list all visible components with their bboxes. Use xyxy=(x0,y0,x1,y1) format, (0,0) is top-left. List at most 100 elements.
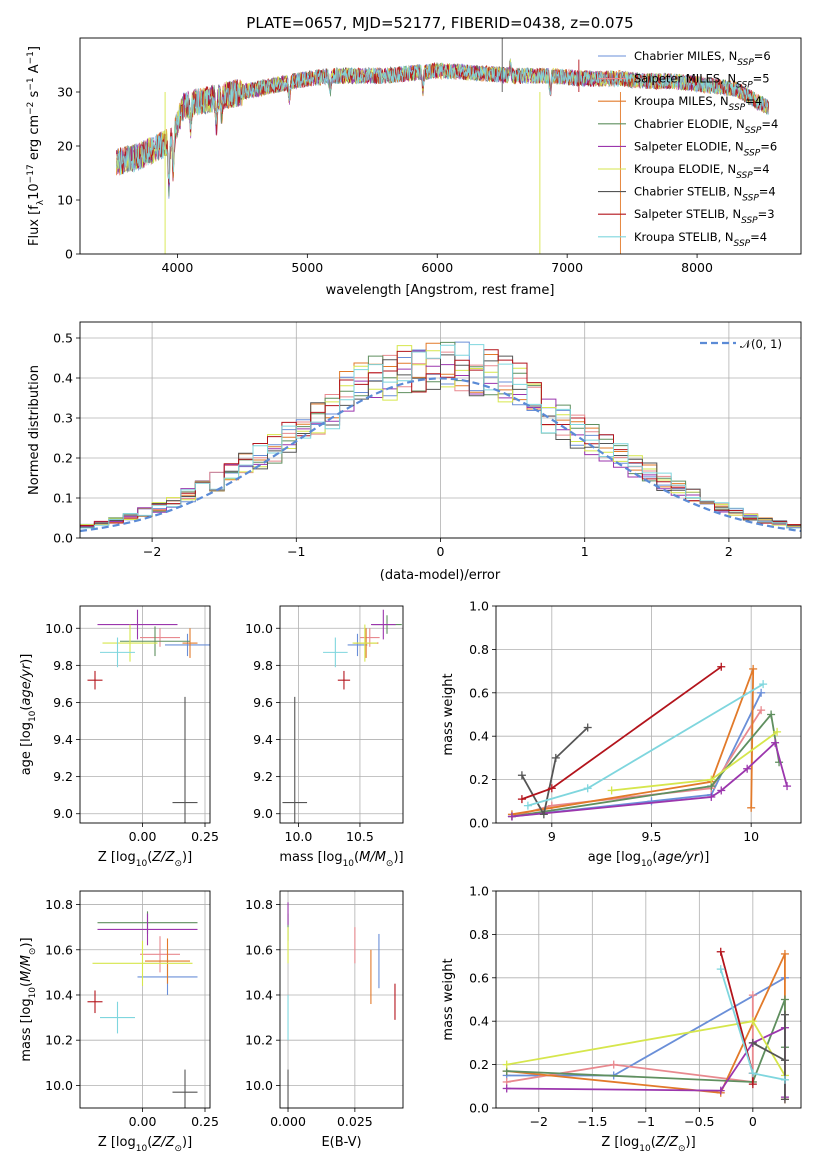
x-tick-label: 7000 xyxy=(551,260,583,275)
marker-plus xyxy=(780,995,789,1004)
plot-area-mass_vs_EBV xyxy=(287,902,396,1108)
marker-plus xyxy=(748,991,757,1000)
panel-residuals: −2 −1 0 1 2 0.0 0.1 0.2 0.3 0.4 0.5 (data-model)/er… xyxy=(27,321,802,583)
point-salpeter-miles xyxy=(140,936,180,973)
plot-area-age_vs_Z xyxy=(87,609,210,823)
marker-plus xyxy=(716,965,725,974)
x-tick-label: 0 xyxy=(749,1114,757,1129)
y-tick-label: 0.4 xyxy=(53,371,73,386)
point-kroupa-elodie xyxy=(352,624,378,662)
x-tick-label: −1 xyxy=(637,1114,655,1129)
y-tick-label: 10.2 xyxy=(45,1033,73,1048)
y-tick-label: 0.6 xyxy=(469,685,489,700)
x-tick-label: −1 xyxy=(287,544,305,559)
x-axis-label: (data-model)/error xyxy=(380,568,501,583)
axes-frame xyxy=(495,890,802,1109)
label-part: ⊙ xyxy=(174,1144,182,1154)
label-part: −1 xyxy=(26,77,36,90)
point-salpeter-miles xyxy=(140,628,180,647)
label-part: Chabrier STELIB, N xyxy=(634,185,742,199)
y-tick-label: 10.0 xyxy=(245,1078,273,1093)
x-tick-label: 5000 xyxy=(291,260,323,275)
y-tick-label: 9.0 xyxy=(253,806,273,821)
weight-line-chabrier-stelib xyxy=(521,726,589,817)
point-kroupa-elodie xyxy=(102,624,158,662)
marker-plus xyxy=(780,1056,789,1065)
label-part: −17 xyxy=(26,164,36,183)
y-axis-label: Flux [fλ10−17 erg cm−2 s−1 A−1] xyxy=(26,46,46,246)
y-tick-label: 10 xyxy=(57,193,73,208)
point-salpeter-stelib xyxy=(87,670,103,690)
label-part: 10 xyxy=(136,859,148,869)
marker-plus xyxy=(748,1069,757,1078)
label-part: mass [log xyxy=(19,998,34,1061)
label-part: ( xyxy=(19,982,34,987)
point-salpeter-elodie xyxy=(97,609,178,640)
marker-plus xyxy=(583,784,592,793)
y-tick-label: 0.0 xyxy=(53,531,73,546)
legend-entry: Chabrier MILES, NSSP=6 xyxy=(634,49,771,68)
label-part: ( xyxy=(147,850,152,865)
y-tick-label: 9.2 xyxy=(253,769,273,784)
label-part: mass [log xyxy=(279,850,342,865)
x-tick-label: 10 xyxy=(743,829,759,844)
label-part: E(B-V) xyxy=(321,1135,361,1150)
point-kroupa-miles xyxy=(182,628,198,658)
marker-plus xyxy=(780,1075,789,1084)
y-tick-label: 0.8 xyxy=(469,927,489,942)
x-tick-label: 6000 xyxy=(421,260,453,275)
label-part: )] xyxy=(699,850,709,865)
marker-plus xyxy=(717,662,726,671)
y-tick-label: 0.4 xyxy=(469,1014,489,1029)
label-part: SSP xyxy=(737,58,754,68)
label-part: −2 xyxy=(26,102,36,115)
point-chabrier-miles xyxy=(347,633,368,657)
marker-plus xyxy=(647,797,656,806)
point-chabrier-stelib xyxy=(172,696,198,823)
y-axis-label: mass [log10(M/M⊙)] xyxy=(19,937,38,1061)
x-axis-label: Z [log10(Z/Z⊙)] xyxy=(98,1135,192,1154)
label-part: Chabrier MILES, N xyxy=(634,49,737,63)
label-part: SSP xyxy=(742,194,759,204)
label-part: )] xyxy=(393,850,403,865)
point-chabrier-elodie xyxy=(120,626,190,657)
y-tick-label: 0.6 xyxy=(469,970,489,985)
label-part: =3 xyxy=(758,207,775,221)
point-chabrier-stelib xyxy=(282,696,308,823)
marker-plus xyxy=(780,1095,789,1104)
y-tick-label: 10.4 xyxy=(245,987,273,1002)
label-part: 10 xyxy=(136,1144,148,1154)
y-axis-label: age [log10(age/yr)] xyxy=(19,654,38,776)
weight-line-salpeter-miles xyxy=(511,709,762,818)
label-part: s xyxy=(27,90,42,101)
label-part: Z/Z xyxy=(151,850,175,865)
legend-entry: Kroupa MILES, NSSP=4 xyxy=(634,94,762,113)
legend-entry: Salpeter MILES, NSSP=5 xyxy=(634,72,770,91)
y-tick-label: 10.0 xyxy=(45,1078,73,1093)
label-part: SSP xyxy=(736,81,753,91)
x-tick-label: 0.000 xyxy=(270,1114,306,1129)
marker-plus xyxy=(771,738,780,747)
marker-plus xyxy=(773,727,782,736)
y-tick-label: 0.5 xyxy=(53,331,73,346)
y-tick-label: 1.0 xyxy=(469,884,489,899)
y-tick-label: 10.0 xyxy=(245,621,273,636)
weight-line-chabrier-stelib xyxy=(752,1014,786,1100)
label-part: age/yr xyxy=(657,850,700,865)
label-part: A xyxy=(27,64,42,77)
y-tick-label: 0.1 xyxy=(53,491,73,506)
x-tick-label: 9 xyxy=(548,829,556,844)
y-tick-label: 0.8 xyxy=(469,642,489,657)
x-tick-label: 10.5 xyxy=(346,829,374,844)
label-part: Flux [f xyxy=(27,205,42,246)
marker-plus xyxy=(716,1086,725,1095)
label-part: ( xyxy=(147,1135,152,1150)
label-part: 10 xyxy=(639,1144,651,1154)
y-tick-label: 9.8 xyxy=(53,658,73,673)
y-tick-label: 0.2 xyxy=(53,451,73,466)
marker-plus xyxy=(583,723,592,732)
point-chabrier-miles xyxy=(165,633,210,657)
legend-entry: 𝒩(0, 1) xyxy=(740,337,782,351)
y-tick-label: 0.3 xyxy=(53,411,73,426)
